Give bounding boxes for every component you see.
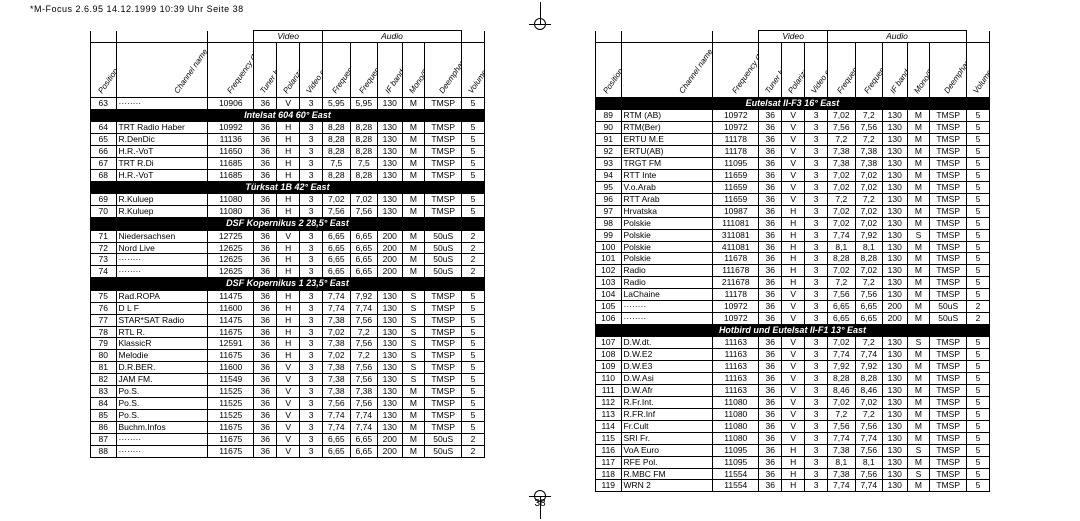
table-row: 95V.o.Arab1165936V37,027,02130MTMSP5 (596, 181, 990, 193)
table-row: 70R.Kuluep1108036H37,567,56130MTMSP5 (91, 206, 485, 218)
table-row: 109D.W.E31116336V37,927,92130MTMSP5 (596, 361, 990, 373)
table-row: 86Buchm.Infos1167536V37,747,74130MTMSP5 (91, 421, 485, 433)
page-content: VideoAudioPositionChannel nameFrequency … (90, 30, 990, 509)
table-row: 89RTM (AB)1097236V37,027,2130MTMSP5 (596, 110, 990, 122)
table-row: 104LaChaine1117836V37,567,56130MTMSP5 (596, 289, 990, 301)
table-row: 99Polskie31108136H37,747,92130STMSP5 (596, 229, 990, 241)
table-row: 112R.Fr.Int.1108036V37,027,02130MTMSP5 (596, 397, 990, 409)
table-row: 117RFE Pol.1109536H38,18,1130MTMSP5 (596, 456, 990, 468)
table-row: 79KlassicR1259136H37,387,56130STMSP5 (91, 338, 485, 350)
table-row: 63········1090636V35,955,95130MTMSP5 (91, 97, 485, 109)
channel-table-left: VideoAudioPositionChannel nameFrequency … (90, 30, 485, 458)
right-column: VideoAudioPositionChannel nameFrequency … (595, 30, 990, 492)
table-row: 81D.R.BER.1160036V37,387,56130STMSP5 (91, 362, 485, 374)
table-row: 111D.W.Afr1116336V38,468,46130MTMSP5 (596, 385, 990, 397)
table-row: 118R.MBC FM1155436H37,387,56130STMSP5 (596, 468, 990, 480)
page-number: 38 (90, 498, 990, 509)
table-row: 106········1097236V36,656,65200M50uS2 (596, 313, 990, 325)
table-row: 69R.Kuluep1108036H37,027,02130MTMSP5 (91, 194, 485, 206)
table-row: 80Melodie1167536H37,027,2130STMSP5 (91, 350, 485, 362)
table-row: 102Radio11167836H37,027,02130MTMSP5 (596, 265, 990, 277)
table-row: 97Hrvatska1098736H37,027,02130MTMSP5 (596, 205, 990, 217)
table-row: 96RTT Arab1165936V37,27,2130MTMSP5 (596, 193, 990, 205)
table-row: 94RTT Inte1165936V37,027,02130MTMSP5 (596, 169, 990, 181)
table-row: 85Po.S.1152536V37,747,74130MTMSP5 (91, 409, 485, 421)
table-row: 91ERTU M.E1117836V37,27,2130MTMSP5 (596, 134, 990, 146)
table-row: 110D.W.Asi1116336V38,288,28130MTMSP5 (596, 373, 990, 385)
table-row: 92ERTU(AB)1117836V37,387,38130MTMSP5 (596, 146, 990, 158)
table-row: 77STAR*SAT Radio1147536H37,387,56130STMS… (91, 314, 485, 326)
table-row: 74········1262536H36,656,65200M50uS2 (91, 266, 485, 278)
table-row: 119WRN 21155436H37,747,74130MTMSP5 (596, 480, 990, 492)
table-row: 78RTL R.1167536H37,027,2130STMSP5 (91, 326, 485, 338)
table-row: 108D.W.E21116336V37,747,74130MTMSP5 (596, 349, 990, 361)
table-row: 113R.FR.Inf1108036V37,27,2130MTMSP5 (596, 408, 990, 420)
table-row: 67TRT R.Di1168536H37,57,5130MTMSP5 (91, 158, 485, 170)
table-row: 84Po.S.1152536V37,567,56130MTMSP5 (91, 398, 485, 410)
table-row: 82JAM FM.1154936V37,387,56130STMSP5 (91, 374, 485, 386)
table-row: 71Niedersachsen1272536V36,656,65200M50uS… (91, 230, 485, 242)
table-row: 76D L F1160036H37,747,74130STMSP5 (91, 302, 485, 314)
table-row: 87········1167536V36,656,65200M50uS2 (91, 433, 485, 445)
table-row: 107D.W.dt.1116336V37,027,2130STMSP5 (596, 337, 990, 349)
table-row: 64TRT Radio Haber1099236H38,288,28130MTM… (91, 122, 485, 134)
table-row: 66H.R.-VoT1165036H38,288,28130MTMSP5 (91, 146, 485, 158)
table-row: 73········1262536H36,656,65200M50uS2 (91, 254, 485, 266)
table-row: 115SRI Fr.1108036V37,747,74130MTMSP5 (596, 432, 990, 444)
table-row: 68H.R.-VoT1168536H38,288,28130MTMSP5 (91, 169, 485, 181)
left-column: VideoAudioPositionChannel nameFrequency … (90, 30, 485, 492)
table-row: 75Rad.ROPA1147536H37,747,92130STMSP5 (91, 290, 485, 302)
table-row: 98Polskie11108136H37,027,02130MTMSP5 (596, 217, 990, 229)
table-row: 88········1167536V36,656,65200M50uS2 (91, 445, 485, 457)
table-row: 93TRGT FM1109536V37,387,38130MTMSP5 (596, 158, 990, 170)
table-row: 103Radio21167836H37,27,2130MTMSP5 (596, 277, 990, 289)
table-row: 114Fr.Cult1108036V37,567,56130MTMSP5 (596, 420, 990, 432)
table-row: 83Po.S.1152536V37,387,38130MTMSP5 (91, 386, 485, 398)
table-row: 116VoA Euro1109536H37,387,56130STMSP5 (596, 444, 990, 456)
table-row: 90RTM(Ber)1097236V37,567,56130MTMSP5 (596, 122, 990, 134)
print-header: *M-Focus 2.6.95 14.12.1999 10:39 Uhr Sei… (30, 4, 244, 14)
table-row: 72Nord Live1262536H36,656,65200M50uS2 (91, 242, 485, 254)
table-row: 65R.DenDic1113636H38,288,28130MTMSP5 (91, 134, 485, 146)
table-row: 105········1097236V36,656,65200M50uS2 (596, 301, 990, 313)
table-row: 101Polskie1167836H38,288,28130MTMSP5 (596, 253, 990, 265)
table-row: 100Polskie41108136H38,18,1130MTMSP5 (596, 241, 990, 253)
crop-mark (529, 24, 551, 25)
channel-table-right: VideoAudioPositionChannel nameFrequency … (595, 30, 990, 492)
